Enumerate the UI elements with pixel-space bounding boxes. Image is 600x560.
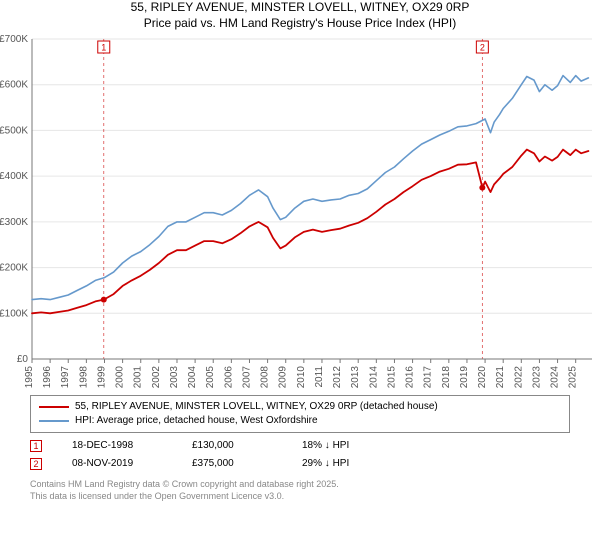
sale-date-1: 18-DEC-1998 <box>72 437 162 455</box>
footer-attribution: Contains HM Land Registry data © Crown c… <box>30 479 570 502</box>
svg-text:£300K: £300K <box>0 217 28 228</box>
svg-text:1: 1 <box>101 43 106 53</box>
svg-text:2011: 2011 <box>314 366 325 388</box>
svg-text:2024: 2024 <box>550 366 561 389</box>
svg-text:2010: 2010 <box>296 366 307 389</box>
legend-item-hpi: HPI: Average price, detached house, West… <box>39 414 561 428</box>
legend: 55, RIPLEY AVENUE, MINSTER LOVELL, WITNE… <box>30 395 570 433</box>
svg-text:2017: 2017 <box>423 366 434 389</box>
svg-text:2: 2 <box>480 43 485 53</box>
svg-text:£600K: £600K <box>0 80 28 91</box>
svg-text:2013: 2013 <box>350 366 361 389</box>
svg-text:1998: 1998 <box>78 366 89 389</box>
svg-text:£400K: £400K <box>0 171 28 182</box>
legend-item-subject: 55, RIPLEY AVENUE, MINSTER LOVELL, WITNE… <box>39 400 561 414</box>
sale-price-1: £130,000 <box>192 437 272 455</box>
title-line-1: 55, RIPLEY AVENUE, MINSTER LOVELL, WITNE… <box>0 0 600 16</box>
svg-text:2014: 2014 <box>368 366 379 389</box>
svg-text:£700K: £700K <box>0 34 28 45</box>
sale-vs-hpi-2: 29% ↓ HPI <box>302 455 349 473</box>
svg-text:1999: 1999 <box>96 366 107 389</box>
sale-marker-1: 1 <box>30 440 42 452</box>
sale-table: 1 18-DEC-1998 £130,000 18% ↓ HPI 2 08-NO… <box>30 437 570 473</box>
sale-date-2: 08-NOV-2019 <box>72 455 162 473</box>
sale-marker-2: 2 <box>30 458 42 470</box>
svg-text:2012: 2012 <box>332 366 343 389</box>
svg-text:2022: 2022 <box>513 366 524 389</box>
sale-price-2: £375,000 <box>192 455 272 473</box>
svg-text:2002: 2002 <box>151 366 162 389</box>
price-chart-svg: £0 £100K £200K £300K £400K £500K £600K £700K 199… <box>0 31 600 391</box>
svg-text:2025: 2025 <box>568 366 579 389</box>
svg-text:£200K: £200K <box>0 263 28 274</box>
svg-text:2018: 2018 <box>441 366 452 389</box>
chart-title-block: 55, RIPLEY AVENUE, MINSTER LOVELL, WITNE… <box>0 0 600 31</box>
legend-swatch-subject <box>39 406 69 408</box>
svg-text:2003: 2003 <box>169 366 180 389</box>
svg-text:2015: 2015 <box>386 366 397 389</box>
sale-vs-hpi-1: 18% ↓ HPI <box>302 437 349 455</box>
svg-text:1997: 1997 <box>60 366 71 389</box>
svg-text:2019: 2019 <box>459 366 470 389</box>
svg-text:2004: 2004 <box>187 366 198 389</box>
chart-area: £0 £100K £200K £300K £400K £500K £600K £700K 199… <box>0 31 600 391</box>
legend-label-subject: 55, RIPLEY AVENUE, MINSTER LOVELL, WITNE… <box>75 400 438 414</box>
svg-text:2016: 2016 <box>405 366 416 389</box>
svg-text:2021: 2021 <box>495 366 506 389</box>
svg-text:2000: 2000 <box>115 366 126 389</box>
svg-text:2001: 2001 <box>133 366 144 389</box>
svg-text:1995: 1995 <box>24 366 35 389</box>
legend-label-hpi: HPI: Average price, detached house, West… <box>75 414 318 428</box>
svg-text:2007: 2007 <box>241 366 252 389</box>
svg-text:£500K: £500K <box>0 126 28 137</box>
svg-text:£0: £0 <box>17 354 29 365</box>
svg-text:1996: 1996 <box>42 366 53 389</box>
svg-text:2023: 2023 <box>531 366 542 389</box>
sale-row-2: 2 08-NOV-2019 £375,000 29% ↓ HPI <box>30 455 570 473</box>
svg-text:2020: 2020 <box>477 366 488 389</box>
svg-text:2005: 2005 <box>205 366 216 389</box>
svg-text:2008: 2008 <box>260 366 271 389</box>
title-line-2: Price paid vs. HM Land Registry's House … <box>0 16 600 32</box>
footer-line-2: This data is licensed under the Open Gov… <box>30 491 570 503</box>
sale-row-1: 1 18-DEC-1998 £130,000 18% ↓ HPI <box>30 437 570 455</box>
legend-swatch-hpi <box>39 420 69 422</box>
footer-line-1: Contains HM Land Registry data © Crown c… <box>30 479 570 491</box>
svg-text:2009: 2009 <box>278 366 289 389</box>
svg-text:2006: 2006 <box>223 366 234 389</box>
svg-text:£100K: £100K <box>0 308 28 319</box>
